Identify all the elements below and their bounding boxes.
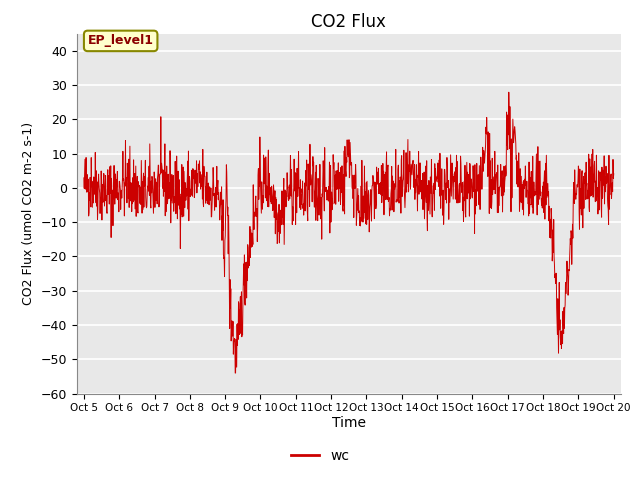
- Text: EP_level1: EP_level1: [88, 35, 154, 48]
- X-axis label: Time: Time: [332, 416, 366, 430]
- Title: CO2 Flux: CO2 Flux: [312, 12, 386, 31]
- Y-axis label: CO2 Flux (umol CO2 m-2 s-1): CO2 Flux (umol CO2 m-2 s-1): [22, 122, 35, 305]
- Legend: wc: wc: [285, 443, 355, 468]
